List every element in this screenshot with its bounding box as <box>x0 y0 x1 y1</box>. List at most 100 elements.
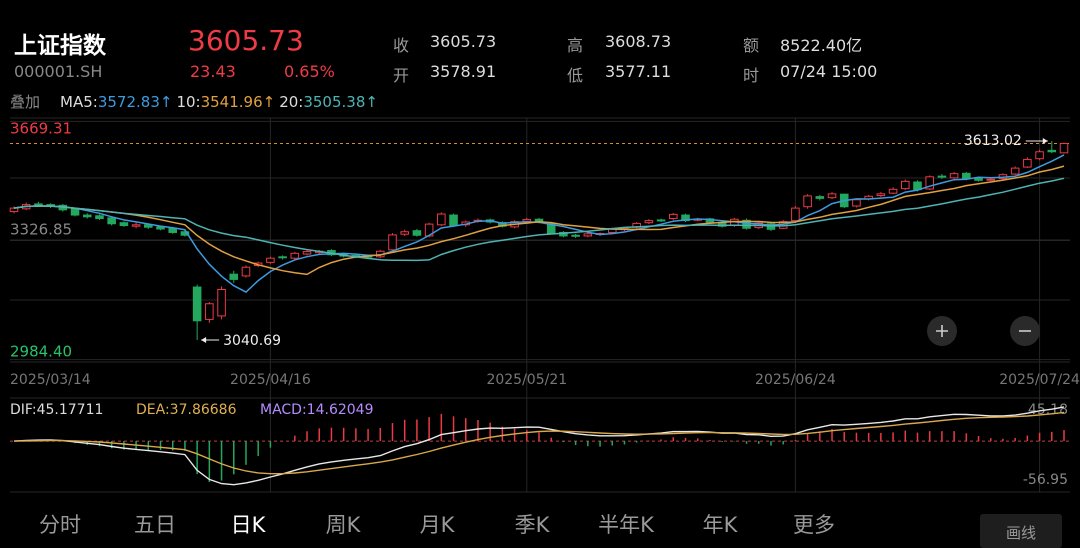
ma-line <box>13 177 1065 262</box>
candle-body <box>82 214 92 218</box>
candle-body <box>852 199 861 207</box>
field-label: 开 <box>393 66 410 85</box>
draw-button-label[interactable]: 画线 <box>1006 524 1036 542</box>
candle-body <box>9 207 19 213</box>
ma-label: 10: <box>176 93 201 111</box>
macd-label: DEA:37.86686 <box>136 402 237 418</box>
candle-body <box>876 193 886 197</box>
macd-label: DIF:45.17711 <box>10 402 103 418</box>
price: 3605.73 <box>188 24 304 57</box>
ma-label: MA5: <box>60 93 98 111</box>
tab[interactable]: 半年K <box>598 513 655 537</box>
candle-body <box>900 180 910 190</box>
candle-body <box>278 256 287 259</box>
candle-body <box>144 224 153 228</box>
tab[interactable]: 五日 <box>134 513 176 537</box>
candle-body <box>1059 143 1069 154</box>
tab[interactable]: 日K <box>231 513 267 537</box>
candle-body <box>986 178 996 181</box>
candle-body <box>925 176 934 190</box>
candle-body <box>827 193 837 199</box>
zoom-button[interactable] <box>927 316 957 346</box>
x-tick-label: 2025/07/24 <box>999 372 1080 388</box>
ma-value: 3505.38↑ <box>303 93 378 111</box>
candle-body <box>644 220 654 224</box>
candle-body <box>803 195 812 208</box>
candle-body <box>437 213 446 226</box>
zoom-icon[interactable] <box>936 325 948 337</box>
candle-body <box>131 224 141 227</box>
change: 23.43 <box>190 62 236 81</box>
tab[interactable]: 更多 <box>793 513 835 537</box>
candle-body <box>656 219 666 222</box>
field-value: 3578.91 <box>430 62 497 81</box>
candle-body <box>742 219 751 229</box>
max-label: 3613.02 <box>964 133 1022 149</box>
ma-value: 3572.83↑ <box>97 93 173 111</box>
field-value: 07/24 15:00 <box>780 62 878 81</box>
candle-body <box>180 231 190 236</box>
x-tick-label: 2025/04/16 <box>230 372 311 388</box>
candle-body <box>95 215 104 220</box>
candle-body <box>522 219 532 222</box>
max-arrow-head <box>1042 137 1048 144</box>
field-value: 3605.73 <box>430 32 497 51</box>
candle-body <box>815 196 825 199</box>
field-label: 额 <box>743 36 760 55</box>
macd-line <box>13 406 1065 486</box>
field-label: 时 <box>743 66 760 85</box>
ma-legend: 叠加 MA5:3572.83↑ 10:3541.96↑ 20:3505.38↑ <box>10 91 378 112</box>
candle-body <box>962 172 971 180</box>
candle-body <box>1047 149 1057 153</box>
macd-label: MACD:14.62049 <box>260 402 373 418</box>
candle-body <box>400 231 409 235</box>
candle-body <box>388 234 397 251</box>
tab[interactable]: 周K <box>326 513 362 537</box>
tab[interactable]: 季K <box>515 513 551 537</box>
candle-body <box>583 233 593 237</box>
candle-body <box>412 230 422 236</box>
candle-body <box>241 266 251 277</box>
candle-body <box>949 173 959 179</box>
draw-button[interactable]: 画线 <box>980 514 1062 548</box>
change-pct: 0.65% <box>284 62 335 81</box>
tab[interactable]: 分时 <box>39 513 81 537</box>
y-tick-label: 2984.40 <box>10 343 72 361</box>
candle-body <box>888 188 898 194</box>
x-tick-label: 2025/03/14 <box>10 372 91 388</box>
candle-body <box>571 234 580 237</box>
y-tick-label: 3669.31 <box>10 119 72 137</box>
ma-line <box>13 154 1065 294</box>
x-tick-label: 2025/05/21 <box>486 372 567 388</box>
candle-body <box>70 208 80 216</box>
ma-label: 20: <box>279 93 304 111</box>
candle-body <box>217 288 226 317</box>
index-name: 上证指数 <box>14 33 106 59</box>
candle-body <box>107 217 116 225</box>
ma-value: 3541.96↑ <box>200 93 276 111</box>
candle-body <box>449 214 458 226</box>
draw-button-bg[interactable] <box>980 514 1062 548</box>
candle-body <box>1023 158 1032 168</box>
candle-body <box>791 207 800 222</box>
tab[interactable]: 月K <box>420 513 456 537</box>
macd-tick-label: -56.95 <box>1023 472 1068 488</box>
candle-body <box>669 213 678 220</box>
x-tick-label: 2025/06/24 <box>755 372 836 388</box>
y-tick-label: 3326.85 <box>10 221 72 239</box>
tab[interactable]: 年K <box>703 513 739 537</box>
field-value: 3577.11 <box>605 62 672 81</box>
candle-body <box>546 222 556 234</box>
candle-body <box>1010 167 1020 175</box>
field-value: 8522.40亿 <box>780 36 863 55</box>
candle-body <box>229 273 239 280</box>
overlay-label: 叠加 <box>10 93 41 111</box>
macd-line <box>13 411 1065 475</box>
field-label: 低 <box>567 66 584 85</box>
candle-body <box>34 203 43 206</box>
zoom-button[interactable] <box>1010 316 1040 346</box>
candle-body <box>205 303 214 320</box>
field-label: 收 <box>393 36 410 55</box>
